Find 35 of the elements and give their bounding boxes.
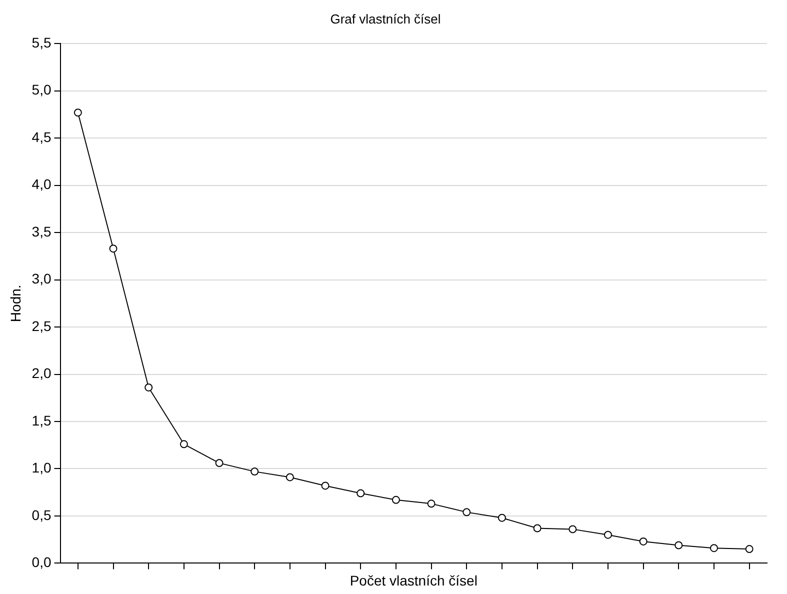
point xyxy=(568,525,577,534)
y-tick-label: 4,0 xyxy=(32,176,52,192)
point xyxy=(356,489,365,498)
point xyxy=(74,108,82,117)
point xyxy=(250,468,259,476)
x-axis-title: Počet vlastních čísel xyxy=(350,572,478,588)
chart-title: Graf vlastních čísel xyxy=(330,11,441,26)
point xyxy=(321,482,330,490)
point xyxy=(215,459,224,468)
y-tick-label: 1,5 xyxy=(32,412,52,428)
point xyxy=(498,514,506,522)
point xyxy=(533,524,542,532)
point xyxy=(745,545,754,554)
y-tick-label: 5,5 xyxy=(32,34,52,50)
point xyxy=(180,440,188,448)
y-tick-label: 3,5 xyxy=(32,223,52,240)
y-tick-label: 5,0 xyxy=(32,82,52,98)
point xyxy=(674,541,683,550)
point xyxy=(144,383,153,392)
y-axis-title: Hodn. xyxy=(7,284,24,322)
y-tick-label: 3,0 xyxy=(32,270,52,287)
point xyxy=(286,473,294,482)
point xyxy=(427,500,436,508)
point xyxy=(710,544,718,552)
point xyxy=(109,244,118,253)
y-tick-label: 2,5 xyxy=(32,318,52,334)
y-tick-label: 0,0 xyxy=(32,554,52,570)
point xyxy=(639,537,648,546)
y-tick-label: 0,5 xyxy=(32,506,52,523)
y-tick-label: 4,5 xyxy=(32,128,52,145)
y-tick-label: 1,0 xyxy=(32,460,52,476)
point xyxy=(604,530,612,539)
point xyxy=(462,508,471,516)
point xyxy=(392,496,400,504)
y-tick-label: 2,0 xyxy=(32,365,52,382)
